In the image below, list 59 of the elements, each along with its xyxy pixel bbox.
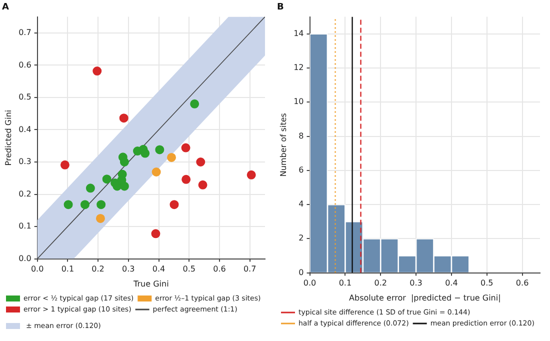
point (190, 99, 200, 108)
point (151, 229, 160, 238)
point (86, 184, 95, 193)
point (64, 200, 73, 210)
point (246, 170, 256, 180)
x-tick-label: 0.4 (445, 278, 458, 288)
y-axis-title: Number of sites (278, 113, 288, 177)
point (170, 200, 179, 210)
y-tick-label: 0.0 (18, 254, 32, 263)
point (152, 168, 161, 177)
chart-title: A (2, 2, 9, 13)
x-tick-label: 0.3 (122, 264, 135, 274)
y-axis-title: Predicted Gini (4, 110, 13, 166)
x-tick-label: 0.1 (338, 278, 352, 288)
y-tick-label: 0 (298, 268, 304, 277)
x-axis-title: Absolute error |predicted − true Gini| (349, 293, 501, 302)
point (167, 152, 176, 162)
y-tick-label: 0.3 (18, 157, 32, 166)
y-tick-label: 4 (298, 200, 304, 209)
point (120, 182, 129, 191)
x-tick-label: 0.5 (182, 264, 196, 274)
y-tick-label: 0.7 (18, 28, 32, 38)
x-tick-label: 0.2 (374, 278, 387, 288)
point (60, 160, 70, 170)
point (140, 148, 150, 158)
x-tick-label: 0.2 (92, 264, 104, 274)
y-tick-label: 6 (298, 165, 304, 174)
x-tick-label: 0.4 (152, 264, 166, 274)
point (182, 174, 191, 184)
point (96, 200, 106, 210)
y-tick-label: 0.1 (18, 222, 32, 231)
y-tick-label: 0.6 (18, 60, 32, 70)
y-tick-label: 12 (294, 63, 304, 72)
point (102, 174, 112, 184)
y-tick-label: 0.5 (18, 92, 32, 102)
y-tick-label: 8 (298, 131, 304, 140)
x-tick-label: 0.6 (213, 264, 226, 274)
point (181, 143, 190, 152)
y-tick-label: 0.2 (18, 189, 32, 198)
point (92, 66, 102, 76)
point (155, 145, 164, 154)
point (198, 180, 208, 190)
y-tick-label: 2 (298, 234, 304, 243)
point (119, 114, 128, 123)
point (196, 158, 206, 166)
y-tick-label: 10 (294, 97, 304, 106)
x-tick-label: 0.6 (516, 278, 529, 288)
x-tick-label: 0.1 (61, 264, 74, 274)
x-axis-title: True Gini (132, 279, 169, 288)
y-tick-label: 0.4 (18, 124, 32, 134)
x-tick-label: 0.7 (243, 264, 256, 274)
point (80, 200, 90, 210)
x-tick-label: 0.3 (410, 278, 422, 288)
chart-title: B (277, 2, 284, 13)
point (96, 214, 105, 223)
x-tick-label: 0.0 (30, 264, 44, 274)
x-tick-label: 0.5 (480, 278, 494, 288)
point (120, 158, 129, 166)
y-tick-label: 14 (294, 28, 304, 38)
